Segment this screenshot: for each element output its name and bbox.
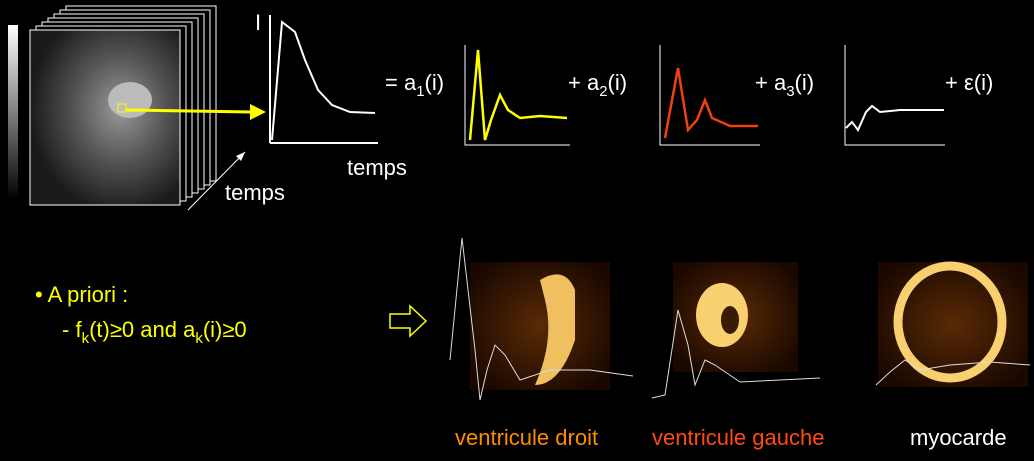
- curve-white: [844, 45, 945, 146]
- axis-label: I: [255, 10, 261, 35]
- curve-orange: [659, 45, 760, 146]
- term: = a1(i): [385, 70, 444, 100]
- overlay-curves: [449, 237, 1031, 401]
- scale-bar: [8, 25, 18, 200]
- caption: ventricule gauche: [652, 425, 824, 450]
- time-arrow: [187, 151, 246, 211]
- term: + a2(i): [568, 70, 627, 100]
- time-label: temps: [225, 180, 285, 205]
- caption: myocarde: [910, 425, 1007, 450]
- term: + ε(i): [945, 70, 993, 95]
- curve-main: [269, 15, 378, 144]
- curve-yellow: [464, 45, 570, 146]
- image-stack: [29, 5, 217, 206]
- constraint: - fk(t)≥0 and ak(i)≥0: [62, 317, 247, 347]
- bullet-title: • A priori :: [35, 282, 128, 307]
- time-label: temps: [347, 155, 407, 180]
- map-images: [470, 261, 1028, 390]
- caption: ventricule droit: [455, 425, 598, 450]
- implies-arrow: [389, 304, 428, 338]
- yellow-arrow: [125, 104, 266, 120]
- term: + a3(i): [755, 70, 814, 100]
